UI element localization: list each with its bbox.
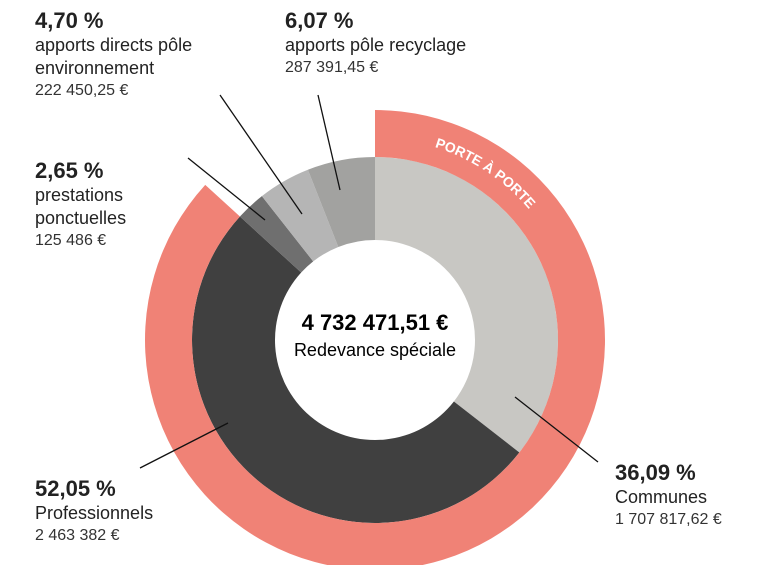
- total: 4 732 471,51 €: [301, 310, 449, 335]
- percent-label: 4,70 %: [35, 8, 104, 33]
- category-label: prestations ponctuelles: [35, 185, 127, 228]
- category-label: Communes: [615, 487, 708, 507]
- leader-line: [187, 157, 266, 221]
- amount-label: 287 391,45 €: [285, 59, 379, 76]
- amount-label: 125 486 €: [35, 232, 107, 249]
- category-label: Professionnels: [35, 503, 154, 523]
- leader-line: [219, 94, 303, 215]
- donut-segment: [261, 169, 339, 262]
- leader-line: [139, 422, 229, 469]
- total-label: Redevance spéciale: [293, 340, 457, 360]
- percent-label: 6,07 %: [285, 8, 354, 33]
- center-label: 4 732 471,51 € Redevance spéciale: [255, 310, 495, 361]
- segment-label: 2,65 % prestations ponctuelles 125 486 €: [35, 158, 185, 252]
- amount-label: 222 450,25 €: [35, 82, 129, 99]
- leader-line: [317, 94, 341, 191]
- donut-segment: [307, 157, 375, 247]
- donut-segment: [191, 216, 520, 524]
- leader-line: [514, 396, 599, 463]
- segment-label: 6,07 % apports pôle recyclage 287 391,45 €: [285, 8, 525, 79]
- category-label: apports pôle recyclage: [285, 35, 467, 55]
- segment-label: 36,09 % Communes 1 707 817,62 €: [615, 460, 765, 531]
- percent-label: 36,09 %: [615, 460, 696, 485]
- segment-label: 52,05 % Professionnels 2 463 382 €: [35, 476, 235, 547]
- amount-label: 2 463 382 €: [35, 527, 120, 544]
- donut-segment: [375, 157, 558, 453]
- category-label: apports directs pôle environnement: [35, 35, 193, 78]
- amount-label: 1 707 817,62 €: [615, 511, 722, 528]
- segment-label: 4,70 % apports directs pôle environnement…: [35, 8, 255, 102]
- percent-label: 2,65 %: [35, 158, 104, 183]
- percent-label: 52,05 %: [35, 476, 116, 501]
